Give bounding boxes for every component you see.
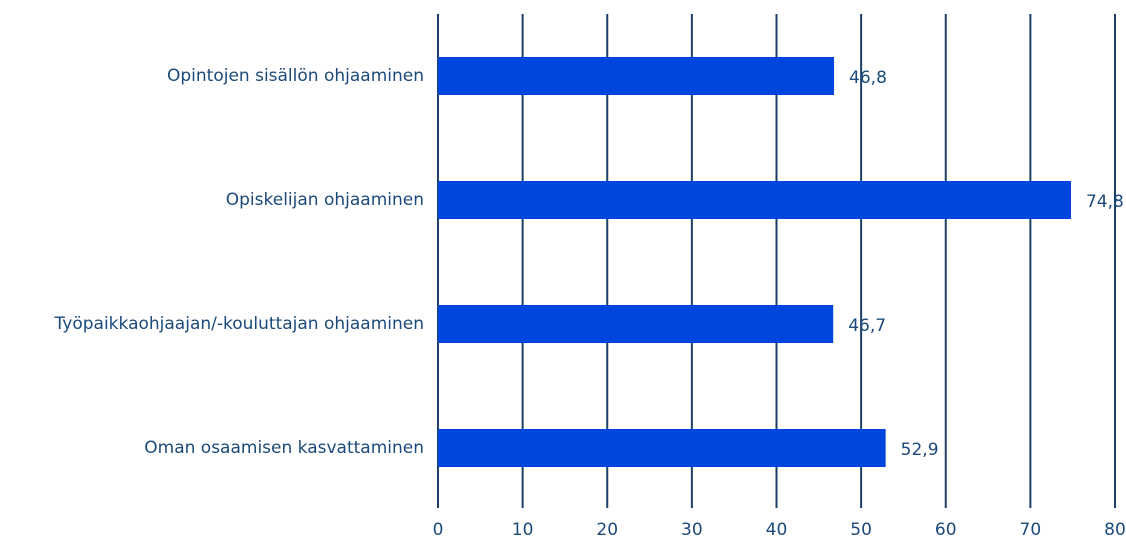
data-label: 74,8 [1086, 192, 1124, 212]
x-tick-label: 0 [433, 520, 444, 539]
data-label: 52,9 [901, 440, 939, 460]
y-tick-label: Oman osaamisen kasvattaminen [144, 438, 424, 458]
x-tick-label: 70 [1020, 520, 1042, 539]
x-tick-label: 50 [850, 520, 872, 539]
x-tick-label: 80 [1104, 520, 1126, 539]
bar [438, 181, 1071, 219]
data-label: 46,8 [849, 68, 887, 88]
x-tick-label: 30 [681, 520, 703, 539]
x-tick-label: 60 [935, 520, 957, 539]
bar [438, 57, 835, 95]
x-tick-label: 40 [766, 520, 788, 539]
data-label: 46,7 [848, 316, 886, 336]
y-tick-label: Työpaikkaohjaajan/-kouluttajan ohjaamine… [54, 314, 424, 334]
bar [438, 305, 834, 343]
bar [438, 429, 886, 467]
x-tick-label: 10 [512, 520, 534, 539]
y-tick-label: Opiskelijan ohjaaminen [226, 190, 424, 210]
y-tick-label: Opintojen sisällön ohjaaminen [167, 66, 424, 86]
x-tick-label: 20 [596, 520, 618, 539]
